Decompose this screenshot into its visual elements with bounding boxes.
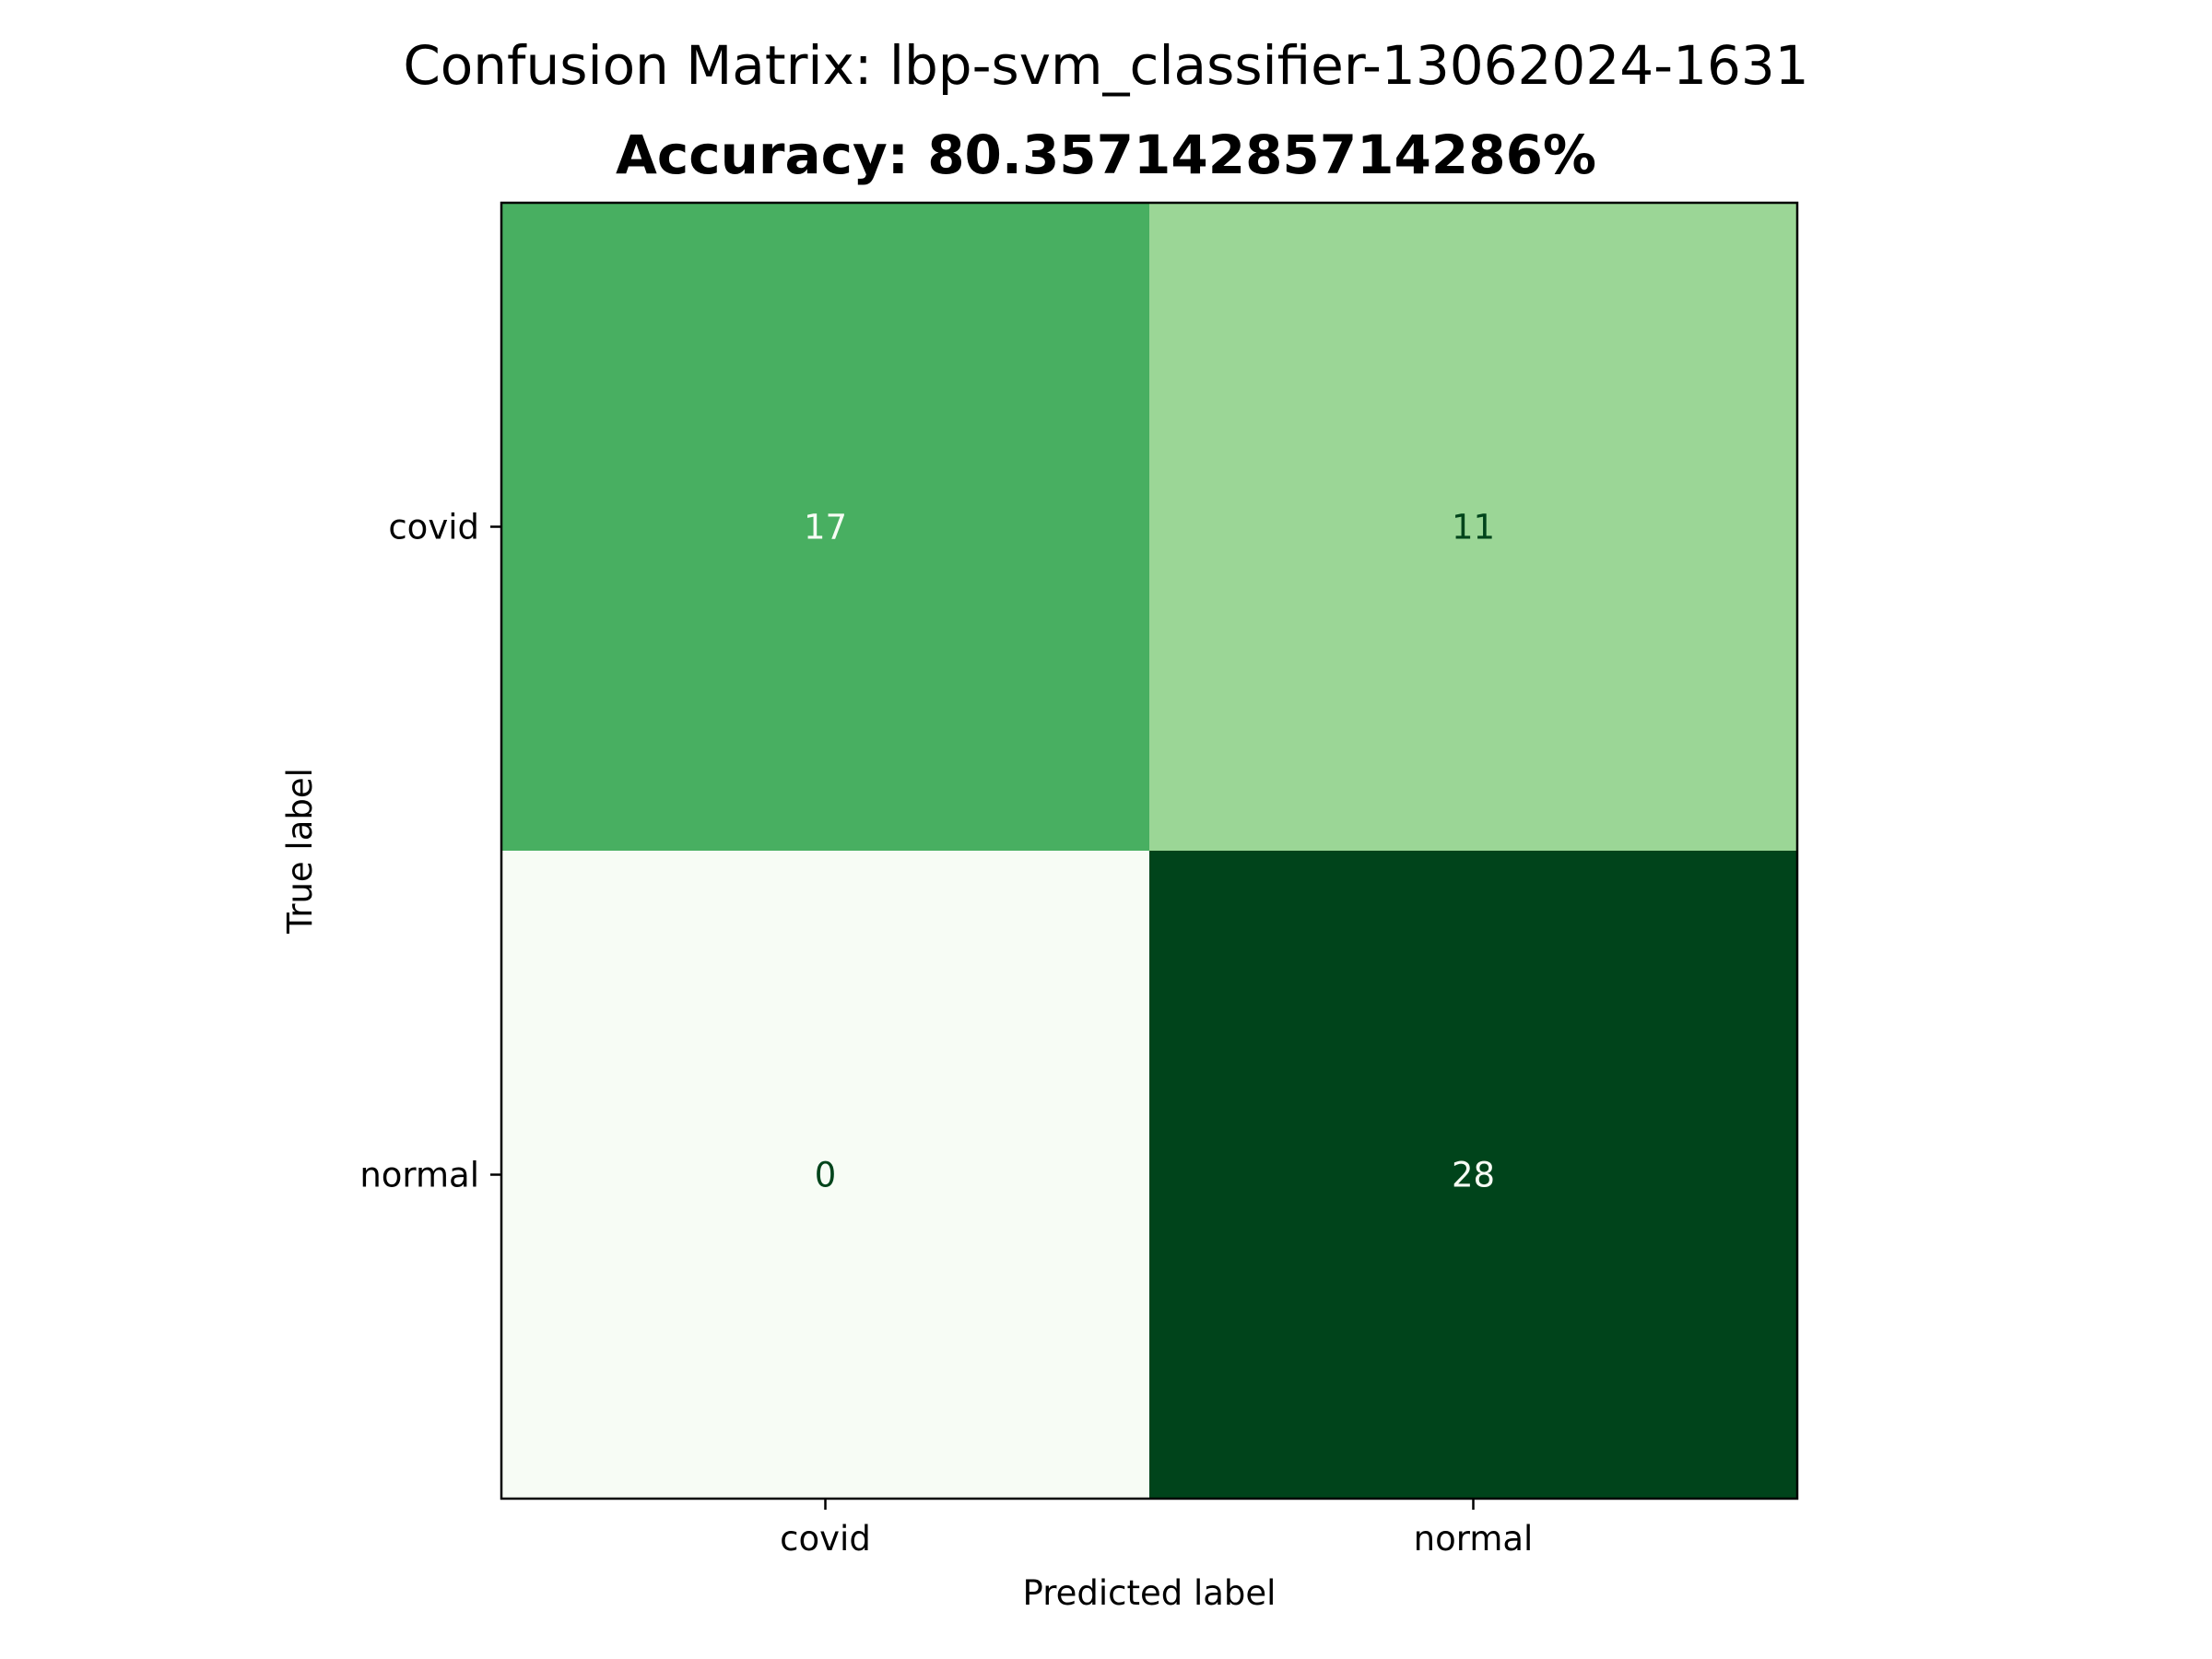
matrix-cell-normal-covid (501, 851, 1149, 1499)
chart-subtitle: Accuracy: 80.35714285714286% (616, 124, 1596, 186)
chart-title: Confusion Matrix: lbp-svm_classifier-130… (403, 34, 1808, 97)
cell-value-normal-normal: 28 (1452, 1156, 1495, 1195)
matrix-cell-covid-normal (1149, 203, 1797, 851)
plot-frame (500, 201, 1799, 1500)
matrix-cells (501, 203, 1797, 1499)
cell-value-covid-normal: 11 (1452, 508, 1495, 547)
y-axis-ticks: covid normal (359, 508, 501, 1195)
y-axis-label: True label (280, 768, 320, 935)
cell-value-normal-covid: 0 (815, 1156, 837, 1195)
x-tick-label-covid: covid (780, 1519, 871, 1559)
cell-value-labels: 17 11 0 28 (804, 508, 1495, 1195)
matrix-cell-normal-normal (1149, 851, 1797, 1499)
x-axis-ticks: covid normal (780, 1499, 1533, 1559)
x-tick-label-normal: normal (1414, 1519, 1534, 1559)
matrix-cell-covid-covid (501, 203, 1149, 851)
cell-value-covid-covid: 17 (804, 508, 847, 547)
y-tick-label-normal: normal (359, 1156, 479, 1195)
x-axis-label: Predicted label (1023, 1573, 1277, 1613)
y-tick-label-covid: covid (388, 508, 479, 547)
